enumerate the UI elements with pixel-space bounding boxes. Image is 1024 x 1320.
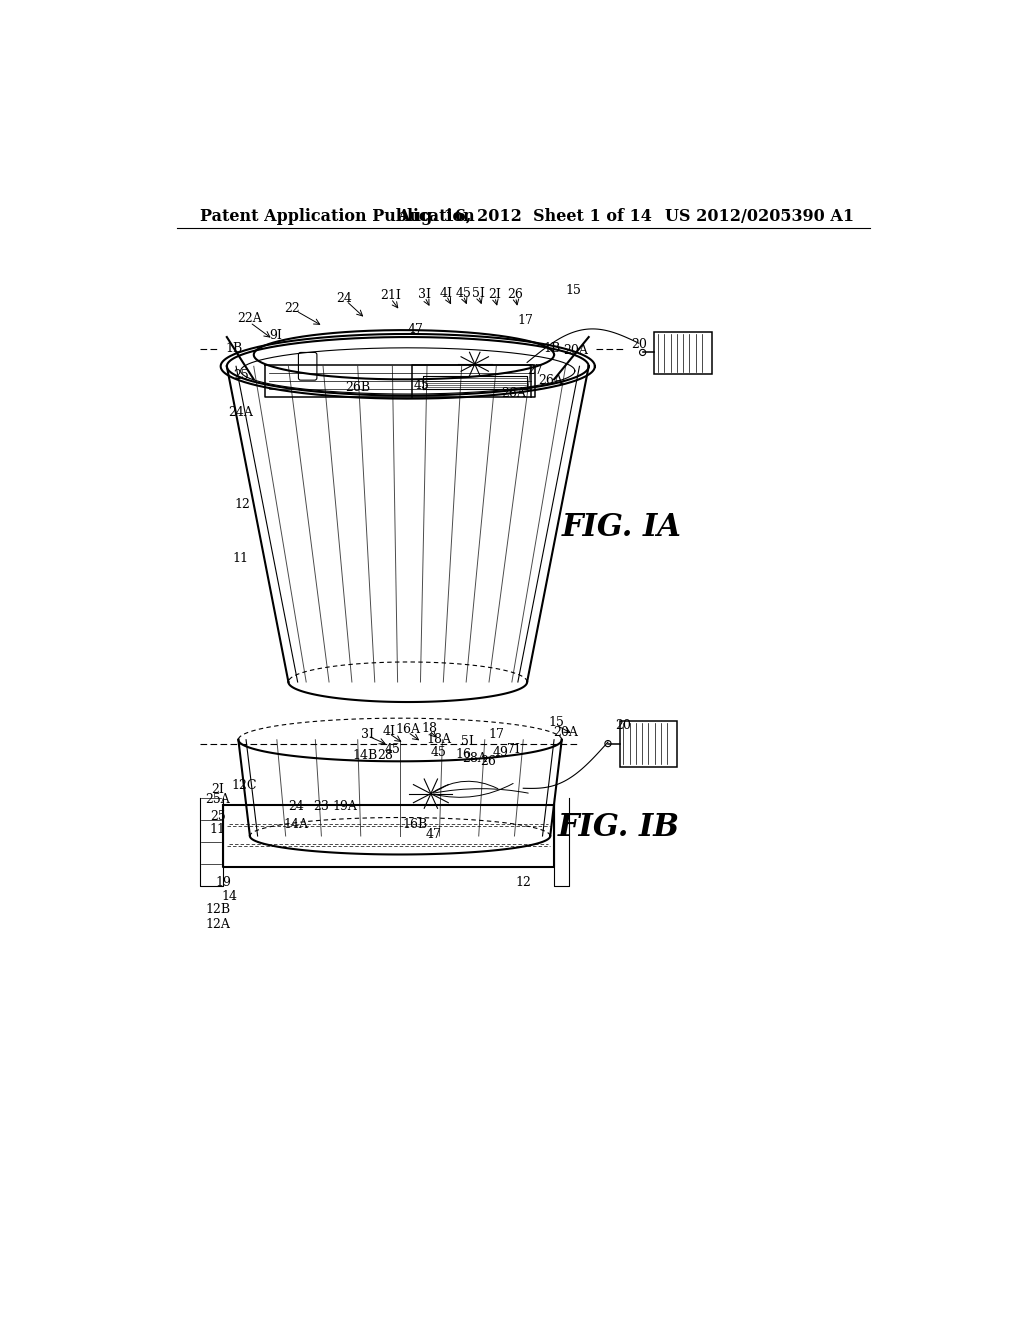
Text: 28: 28: [377, 750, 392, 763]
Text: 49: 49: [493, 746, 508, 759]
Text: 1B: 1B: [226, 342, 243, 355]
Text: 19: 19: [215, 875, 230, 888]
Text: 25: 25: [232, 370, 249, 381]
Text: 12B: 12B: [205, 903, 230, 916]
Text: 26: 26: [508, 288, 523, 301]
Text: 45: 45: [414, 379, 429, 392]
Text: 23: 23: [313, 800, 330, 813]
Text: 24A: 24A: [228, 407, 253, 418]
FancyBboxPatch shape: [654, 331, 712, 374]
Text: 28A: 28A: [462, 752, 487, 766]
Text: 12: 12: [515, 875, 531, 888]
Text: 21I: 21I: [380, 289, 401, 302]
Text: FIG. IB: FIG. IB: [558, 812, 680, 843]
Text: 14B: 14B: [353, 750, 378, 763]
Text: 12A: 12A: [205, 917, 230, 931]
Text: 19A: 19A: [332, 800, 357, 813]
Text: 17: 17: [518, 314, 534, 326]
Text: 14: 14: [221, 890, 238, 903]
Text: 26A: 26A: [538, 374, 562, 387]
Text: 9I: 9I: [269, 329, 282, 342]
Text: 5I: 5I: [472, 286, 485, 300]
Text: 17: 17: [488, 727, 504, 741]
Text: 3I: 3I: [361, 727, 374, 741]
Text: Patent Application Publication: Patent Application Publication: [200, 207, 474, 224]
Text: 20: 20: [631, 338, 647, 351]
Text: 27: 27: [527, 363, 543, 376]
Text: 26B: 26B: [345, 381, 371, 395]
Text: US 2012/0205390 A1: US 2012/0205390 A1: [666, 207, 854, 224]
Text: 14A: 14A: [284, 818, 308, 832]
Text: 4I: 4I: [383, 725, 396, 738]
Text: 16A: 16A: [395, 723, 420, 737]
Text: 25A: 25A: [205, 792, 230, 805]
Text: 2I: 2I: [211, 783, 224, 796]
Text: 47: 47: [408, 323, 423, 335]
Text: 22A: 22A: [238, 312, 262, 325]
Text: 45: 45: [384, 743, 400, 756]
Text: 22: 22: [285, 302, 300, 315]
Text: 18: 18: [421, 722, 437, 735]
Text: 11: 11: [210, 824, 225, 837]
Text: 45: 45: [456, 286, 471, 300]
Text: 16: 16: [456, 748, 471, 760]
Text: 47: 47: [425, 828, 441, 841]
FancyBboxPatch shape: [620, 721, 677, 767]
Text: 26A: 26A: [502, 387, 526, 400]
Text: 12C: 12C: [231, 779, 257, 792]
Text: 15: 15: [549, 717, 564, 730]
Text: Aug. 16, 2012  Sheet 1 of 14: Aug. 16, 2012 Sheet 1 of 14: [397, 207, 652, 224]
Text: 24: 24: [288, 800, 304, 813]
Text: 20A: 20A: [563, 345, 588, 358]
Text: 2I: 2I: [488, 288, 501, 301]
Text: FIG. IA: FIG. IA: [562, 512, 682, 543]
Text: 26: 26: [480, 755, 497, 768]
Text: 4I: 4I: [439, 286, 453, 300]
Text: 5I: 5I: [461, 735, 473, 748]
Text: 3I: 3I: [418, 288, 431, 301]
FancyBboxPatch shape: [298, 352, 316, 380]
Text: 20: 20: [615, 719, 632, 733]
Text: 20A: 20A: [553, 726, 578, 739]
Text: 18A: 18A: [426, 733, 451, 746]
Text: 25: 25: [210, 810, 225, 824]
Text: 7I: 7I: [507, 743, 520, 756]
Text: 24: 24: [337, 292, 352, 305]
Text: 45: 45: [431, 746, 446, 759]
Text: 16B: 16B: [402, 818, 428, 832]
Text: 15: 15: [565, 284, 582, 297]
Text: 11: 11: [232, 552, 249, 565]
Text: 12: 12: [234, 499, 250, 511]
Text: 1B: 1B: [543, 342, 560, 355]
